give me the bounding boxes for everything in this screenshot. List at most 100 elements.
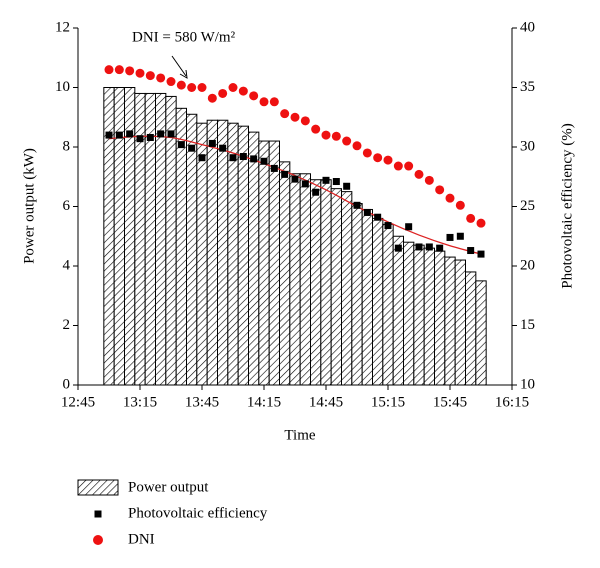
- dni-point: [321, 130, 331, 140]
- x-tick-label: 13:15: [123, 394, 157, 410]
- efficiency-point: [219, 144, 227, 152]
- dni-point: [424, 175, 434, 185]
- x-tick-label: 15:15: [371, 394, 405, 410]
- dni-point: [259, 97, 269, 107]
- dni-point: [455, 200, 465, 210]
- y-tick-label: 12: [55, 19, 70, 35]
- efficiency-point: [415, 243, 423, 251]
- efficiency-point: [374, 213, 382, 221]
- dni-point: [414, 169, 424, 179]
- dni-point: [435, 185, 445, 195]
- dni-point: [311, 124, 321, 134]
- efficiency-point: [208, 139, 216, 147]
- bar: [258, 140, 270, 386]
- efficiency-point: [343, 182, 351, 190]
- efficiency-point: [177, 141, 185, 149]
- efficiency-point: [281, 170, 289, 178]
- y2-tick-label: 10: [520, 376, 535, 392]
- bar: [475, 280, 487, 386]
- efficiency-point: [198, 154, 206, 162]
- efficiency-point: [332, 178, 340, 186]
- dni-point: [249, 91, 259, 101]
- dni-point: [166, 77, 176, 87]
- dni-point: [104, 65, 114, 75]
- legend-swatch: [94, 510, 102, 518]
- dni-point: [176, 80, 186, 90]
- efficiency-point: [312, 188, 320, 196]
- bar: [320, 179, 332, 386]
- dni-point: [187, 83, 197, 92]
- efficiency-point: [363, 208, 371, 216]
- efficiency-point: [136, 135, 144, 143]
- bar: [413, 244, 425, 386]
- bar: [299, 173, 311, 386]
- dni-point: [114, 65, 124, 75]
- y-tick-label: 2: [63, 317, 71, 333]
- legend-swatch: [77, 479, 119, 496]
- dni-point: [156, 73, 166, 83]
- annotation: DNI = 580 W/m²: [132, 29, 236, 45]
- dni-point: [466, 213, 476, 223]
- x-tick-label: 14:15: [247, 394, 281, 410]
- annotation-arrowhead: [179, 69, 188, 79]
- bar: [434, 250, 446, 386]
- y-tick-label: 8: [63, 138, 71, 154]
- bar: [392, 235, 404, 386]
- efficiency-point: [446, 233, 454, 241]
- bar: [403, 241, 415, 386]
- dni-point: [352, 141, 362, 151]
- y-tick-label: 4: [63, 257, 71, 273]
- bar: [423, 247, 435, 386]
- dni-point: [125, 66, 135, 76]
- efficiency-point: [105, 131, 113, 139]
- x-axis-label: Time: [284, 427, 315, 443]
- bar: [248, 131, 260, 386]
- dni-point: [342, 136, 352, 146]
- efficiency-point: [477, 250, 485, 258]
- bar: [165, 95, 177, 386]
- efficiency-point: [353, 201, 361, 209]
- efficiency-point: [436, 244, 444, 252]
- dni-point: [228, 83, 238, 92]
- dni-point: [135, 68, 145, 78]
- dni-point: [476, 218, 486, 228]
- dni-point: [269, 97, 279, 107]
- bar: [341, 191, 353, 386]
- bar: [330, 188, 342, 386]
- efficiency-point: [384, 222, 392, 230]
- y-tick-label: 6: [63, 198, 71, 214]
- dni-point: [404, 161, 414, 171]
- bar: [372, 217, 384, 386]
- efficiency-point: [167, 130, 175, 138]
- legend-label: DNI: [128, 531, 155, 547]
- efficiency-point: [260, 157, 268, 165]
- y-axis-label: Power output (kW): [21, 148, 37, 264]
- bar: [382, 223, 394, 386]
- bar: [351, 203, 363, 386]
- efficiency-point: [250, 155, 258, 163]
- bar: [186, 113, 198, 386]
- legend-label: Photovoltaic efficiency: [128, 505, 268, 521]
- bar: [289, 173, 301, 386]
- annotation-arrow: [171, 55, 187, 77]
- bar: [217, 119, 229, 386]
- bar: [310, 179, 322, 386]
- bar: [465, 271, 477, 386]
- y2-tick-label: 35: [520, 79, 535, 95]
- bar: [361, 208, 373, 386]
- efficiency-point: [188, 144, 196, 152]
- efficiency-point: [405, 223, 413, 231]
- efficiency-point: [157, 130, 165, 138]
- bar: [279, 161, 291, 386]
- bar: [268, 140, 280, 386]
- dni-point: [383, 155, 393, 165]
- dni-point: [300, 116, 310, 126]
- dni-point: [362, 148, 372, 158]
- y2-tick-label: 25: [520, 198, 535, 214]
- y2-tick-label: 20: [520, 257, 535, 273]
- bar: [227, 122, 239, 386]
- dni-point: [280, 109, 290, 119]
- bar: [237, 125, 250, 386]
- dni-point: [145, 71, 155, 81]
